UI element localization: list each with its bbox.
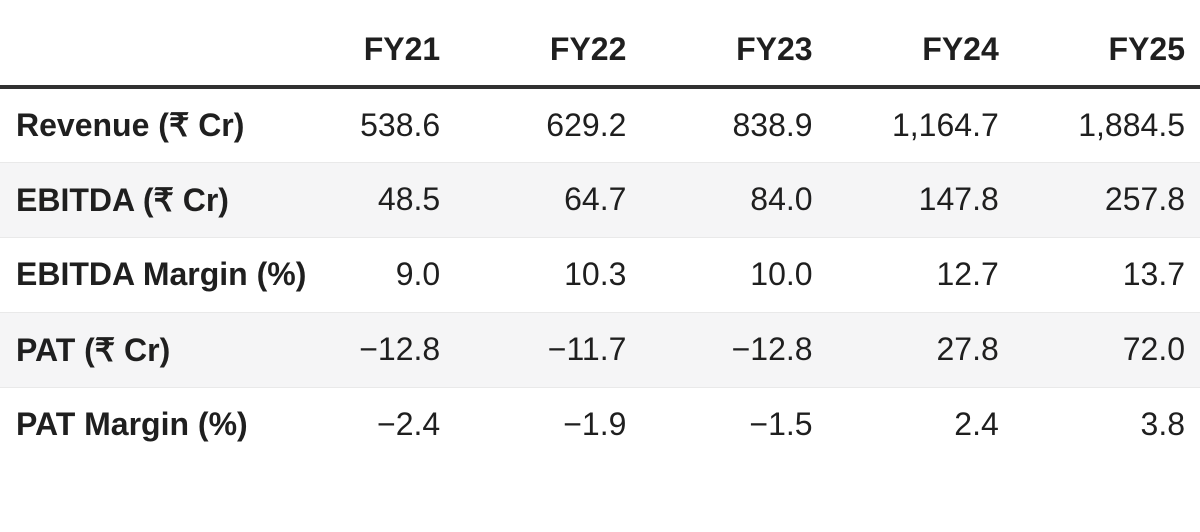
cell-ebitda-margin-fy22: 10.3 (564, 256, 627, 292)
cell-pat-fy21: −12.8 (359, 331, 441, 367)
cell-ebitda-fy21: 48.5 (377, 181, 441, 217)
cell-revenue-fy22: 629.2 (546, 106, 627, 143)
table-row-ebitda-margin: EBITDA Margin (%) 9.0 10.3 10.0 12.7 13.… (0, 237, 1200, 312)
cell-pat-fy25: 72.0 (1122, 331, 1185, 367)
cell-revenue-fy25: 1,884.5 (1078, 106, 1185, 143)
cell-ebitda-margin-fy25: 13.7 (1122, 256, 1185, 292)
column-header-fy25: FY25 (1013, 0, 1200, 89)
table-row-ebitda: EBITDA (₹ Cr) 48.5 64.7 84.0 147.8 257.8 (0, 162, 1200, 237)
table-row-pat-margin: PAT Margin (%) −2.4 −1.9 −1.5 2.4 3.8 (0, 387, 1200, 462)
table-row-pat: PAT (₹ Cr) −12.8 −11.7 −12.8 27.8 72.0 (0, 312, 1200, 387)
corner-cell (0, 0, 269, 89)
cell-ebitda-margin-fy21: 9.0 (395, 256, 441, 292)
cell-revenue-fy23: 838.9 (732, 106, 813, 143)
cell-pat-margin-fy22: −1.9 (563, 406, 627, 443)
cell-pat-fy22: −11.7 (547, 331, 627, 367)
cell-ebitda-fy23: 84.0 (750, 181, 813, 217)
cell-pat-margin-fy25: 3.8 (1140, 406, 1185, 443)
column-header-fy21: FY21 (269, 0, 456, 89)
cell-revenue-fy21: 538.6 (360, 106, 441, 143)
column-header-fy23: FY23 (641, 0, 828, 89)
cell-ebitda-fy22: 64.7 (564, 181, 627, 217)
column-header-fy24: FY24 (827, 0, 1014, 89)
column-header-fy22: FY22 (455, 0, 642, 89)
cell-pat-margin-fy21: −2.4 (377, 406, 441, 443)
cell-pat-fy24: 27.8 (936, 331, 999, 367)
cell-pat-margin-fy24: 2.4 (954, 406, 999, 443)
row-label-pat: PAT (₹ Cr) (16, 331, 171, 368)
row-label-ebitda-margin: EBITDA Margin (%) (16, 256, 307, 292)
cell-ebitda-fy25: 257.8 (1104, 181, 1185, 217)
table-row-revenue: Revenue (₹ Cr) 538.6 629.2 838.9 1,164.7… (0, 87, 1200, 162)
cell-pat-margin-fy23: −1.5 (749, 406, 813, 443)
cell-ebitda-margin-fy23: 10.0 (750, 256, 813, 292)
row-label-ebitda: EBITDA (₹ Cr) (16, 181, 229, 218)
row-label-revenue: Revenue (₹ Cr) (16, 107, 245, 144)
header-row: FY21 FY22 FY23 FY24 FY25 (0, 0, 1200, 89)
cell-revenue-fy24: 1,164.7 (891, 106, 999, 143)
cell-ebitda-margin-fy24: 12.7 (936, 256, 999, 292)
cell-ebitda-fy24: 147.8 (918, 181, 999, 217)
cell-pat-fy23: −12.8 (731, 331, 813, 367)
row-label-pat-margin: PAT Margin (%) (16, 406, 248, 443)
financials-table: FY21 FY22 FY23 FY24 FY25 Revenue (₹ Cr) … (0, 0, 1200, 462)
